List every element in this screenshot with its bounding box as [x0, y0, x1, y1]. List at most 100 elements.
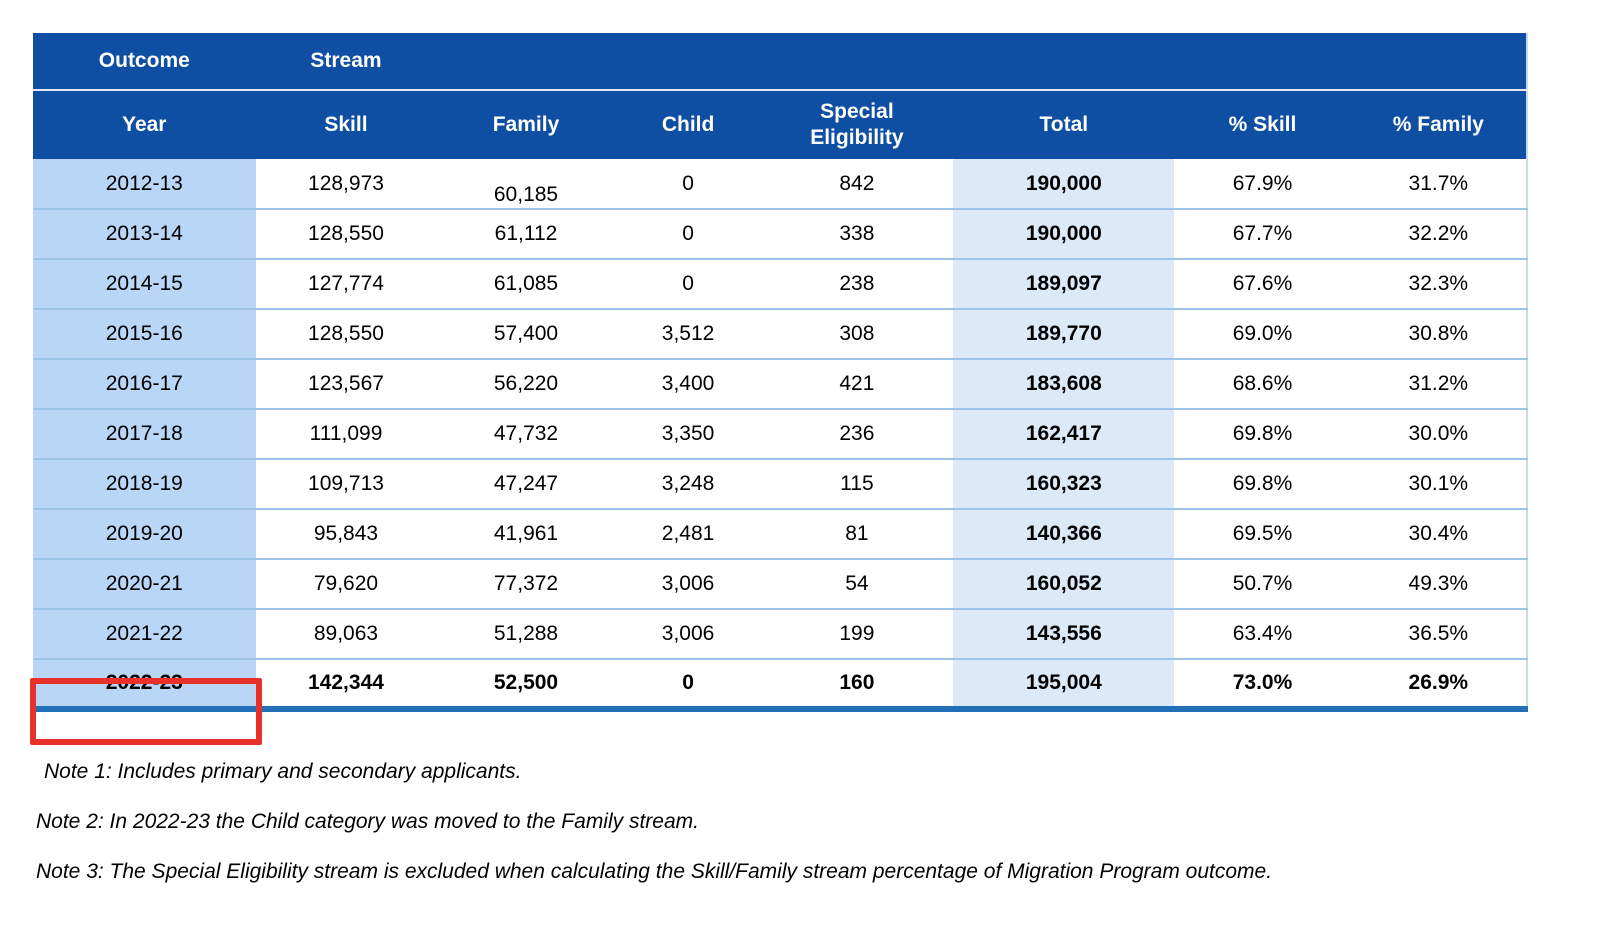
cell-special: 199 — [760, 608, 954, 659]
cell-value: 31.2% — [1408, 372, 1469, 395]
cell-pct-skill: 69.8% — [1174, 408, 1351, 459]
cell-value: 50.7% — [1232, 572, 1293, 595]
cell-value: 189,770 — [1025, 322, 1102, 345]
cell-pct-family: 30.0% — [1350, 408, 1527, 459]
cell-pct-skill: 69.0% — [1174, 308, 1351, 359]
cell-value: 47,732 — [493, 422, 559, 445]
table-row-2021-22: 2021-22 89,063 51,288 3,006 199 143,556 63.4% 3… — [33, 608, 1527, 659]
cell-year: 2017-18 — [33, 408, 256, 459]
cell-child: 3,006 — [615, 558, 761, 609]
cell-value: 338 — [839, 222, 875, 245]
cell-value: 2020-21 — [105, 572, 183, 595]
cell-pct-family: 32.3% — [1350, 258, 1527, 309]
cell-pct-skill: 67.9% — [1174, 159, 1351, 209]
cell-pct-skill: 50.7% — [1174, 558, 1351, 609]
cell-value: 67.9% — [1232, 171, 1293, 195]
table-row-2012-13: 2012-13 128,973 60,185 0 842 190,000 67.9% 31.7… — [33, 159, 1527, 209]
cell-value: 162,417 — [1025, 422, 1102, 445]
table-row-2017-18: 2017-18 111,099 47,732 3,350 236 162,417 69.8%… — [33, 408, 1527, 459]
cell-special: 238 — [760, 258, 954, 309]
cell-value: 190,000 — [1025, 171, 1102, 195]
cell-skill: 111,099 — [255, 408, 437, 459]
cell-value: 68.6% — [1232, 372, 1293, 395]
cell-value: 128,550 — [308, 322, 384, 345]
cell-value: 0 — [682, 222, 694, 245]
header-stream: Stream — [255, 33, 437, 91]
cell-special: 54 — [760, 558, 954, 609]
cell-total: 140,366 — [953, 508, 1175, 559]
column-header-total: Total — [953, 90, 1175, 159]
cell-pct-family: 36.5% — [1350, 608, 1527, 659]
cell-value: 63.4% — [1232, 622, 1293, 645]
cell-skill: 128,550 — [255, 308, 437, 359]
cell-value: 2016-17 — [105, 372, 183, 395]
cell-year: 2016-17 — [33, 358, 256, 409]
cell-year: 2013-14 — [33, 208, 256, 259]
cell-pct-skill: 67.6% — [1174, 258, 1351, 309]
cell-value: 142,344 — [308, 671, 384, 694]
cell-value: 2013-14 — [105, 222, 183, 245]
cell-pct-family: 26.9% — [1350, 658, 1527, 709]
cell-pct-family: 32.2% — [1350, 208, 1527, 259]
cell-value: 32.3% — [1408, 272, 1469, 295]
table-row-2022-23: 2022-23 142,344 52,500 0 160 195,004 73.0% 26.9… — [33, 658, 1527, 709]
cell-value: 73.0% — [1232, 671, 1293, 694]
cell-value: 30.0% — [1408, 422, 1469, 445]
cell-year: 2020-21 — [33, 558, 256, 609]
cell-skill: 123,567 — [255, 358, 437, 409]
cell-skill: 127,774 — [255, 258, 437, 309]
cell-value: 81 — [845, 522, 869, 545]
cell-value: 2,481 — [661, 522, 715, 545]
table-row-2016-17: 2016-17 123,567 56,220 3,400 421 183,608 68.6%… — [33, 358, 1527, 409]
cell-pct-family: 30.1% — [1350, 458, 1527, 509]
cell-value: 89,063 — [313, 622, 379, 645]
header-columns-row: Year Skill Family Child Special Eligibil… — [33, 90, 1527, 159]
cell-value: 308 — [839, 322, 875, 345]
cell-total: 160,052 — [953, 558, 1175, 609]
column-header-year: Year — [33, 90, 256, 159]
cell-value: 127,774 — [308, 272, 384, 295]
cell-pct-skill: 67.7% — [1174, 208, 1351, 259]
cell-value: 2021-22 — [105, 622, 183, 645]
cell-pct-family: 30.4% — [1350, 508, 1527, 559]
cell-child: 0 — [615, 159, 761, 209]
cell-value: 160,052 — [1025, 572, 1102, 595]
cell-value: 109,713 — [308, 472, 384, 495]
cell-total: 162,417 — [953, 408, 1175, 459]
cell-pct-skill: 73.0% — [1174, 658, 1351, 709]
cell-pct-skill: 69.5% — [1174, 508, 1351, 559]
table-row-2014-15: 2014-15 127,774 61,085 0 238 189,097 67.6% 32.3… — [33, 258, 1527, 309]
cell-year: 2022-23 — [33, 658, 256, 709]
cell-special: 308 — [760, 308, 954, 359]
cell-value: 199 — [839, 622, 875, 645]
cell-value: 67.6% — [1232, 272, 1293, 295]
cell-child: 0 — [615, 658, 761, 709]
cell-family: 57,400 — [436, 308, 616, 359]
cell-value: 49.3% — [1408, 572, 1469, 595]
cell-family: 47,247 — [436, 458, 616, 509]
note-1: Note 1: Includes primary and secondary a… — [44, 760, 522, 783]
cell-value: 236 — [839, 422, 875, 445]
cell-value: 842 — [839, 171, 875, 195]
cell-child: 0 — [615, 258, 761, 309]
cell-family: 60,185 — [436, 159, 616, 209]
cell-total: 190,000 — [953, 159, 1175, 209]
table-body: 2012-13 128,973 60,185 0 842 190,000 67.9% 31.7… — [33, 159, 1527, 709]
cell-value: 26.9% — [1408, 671, 1469, 694]
cell-value: 123,567 — [308, 372, 384, 395]
cell-value: 143,556 — [1025, 622, 1102, 645]
cell-value: 61,085 — [493, 272, 559, 295]
cell-value: 2018-19 — [105, 472, 183, 495]
cell-family: 61,112 — [436, 208, 616, 259]
cell-pct-family: 31.2% — [1350, 358, 1527, 409]
cell-value: 41,961 — [493, 522, 559, 545]
cell-value: 3,006 — [661, 572, 715, 595]
cell-year: 2014-15 — [33, 258, 256, 309]
cell-value: 160 — [839, 671, 875, 694]
cell-child: 3,400 — [615, 358, 761, 409]
cell-value: 140,366 — [1025, 522, 1102, 545]
cell-value: 54 — [845, 572, 869, 595]
cell-value: 3,006 — [661, 622, 715, 645]
cell-child: 2,481 — [615, 508, 761, 559]
cell-skill: 142,344 — [255, 658, 437, 709]
